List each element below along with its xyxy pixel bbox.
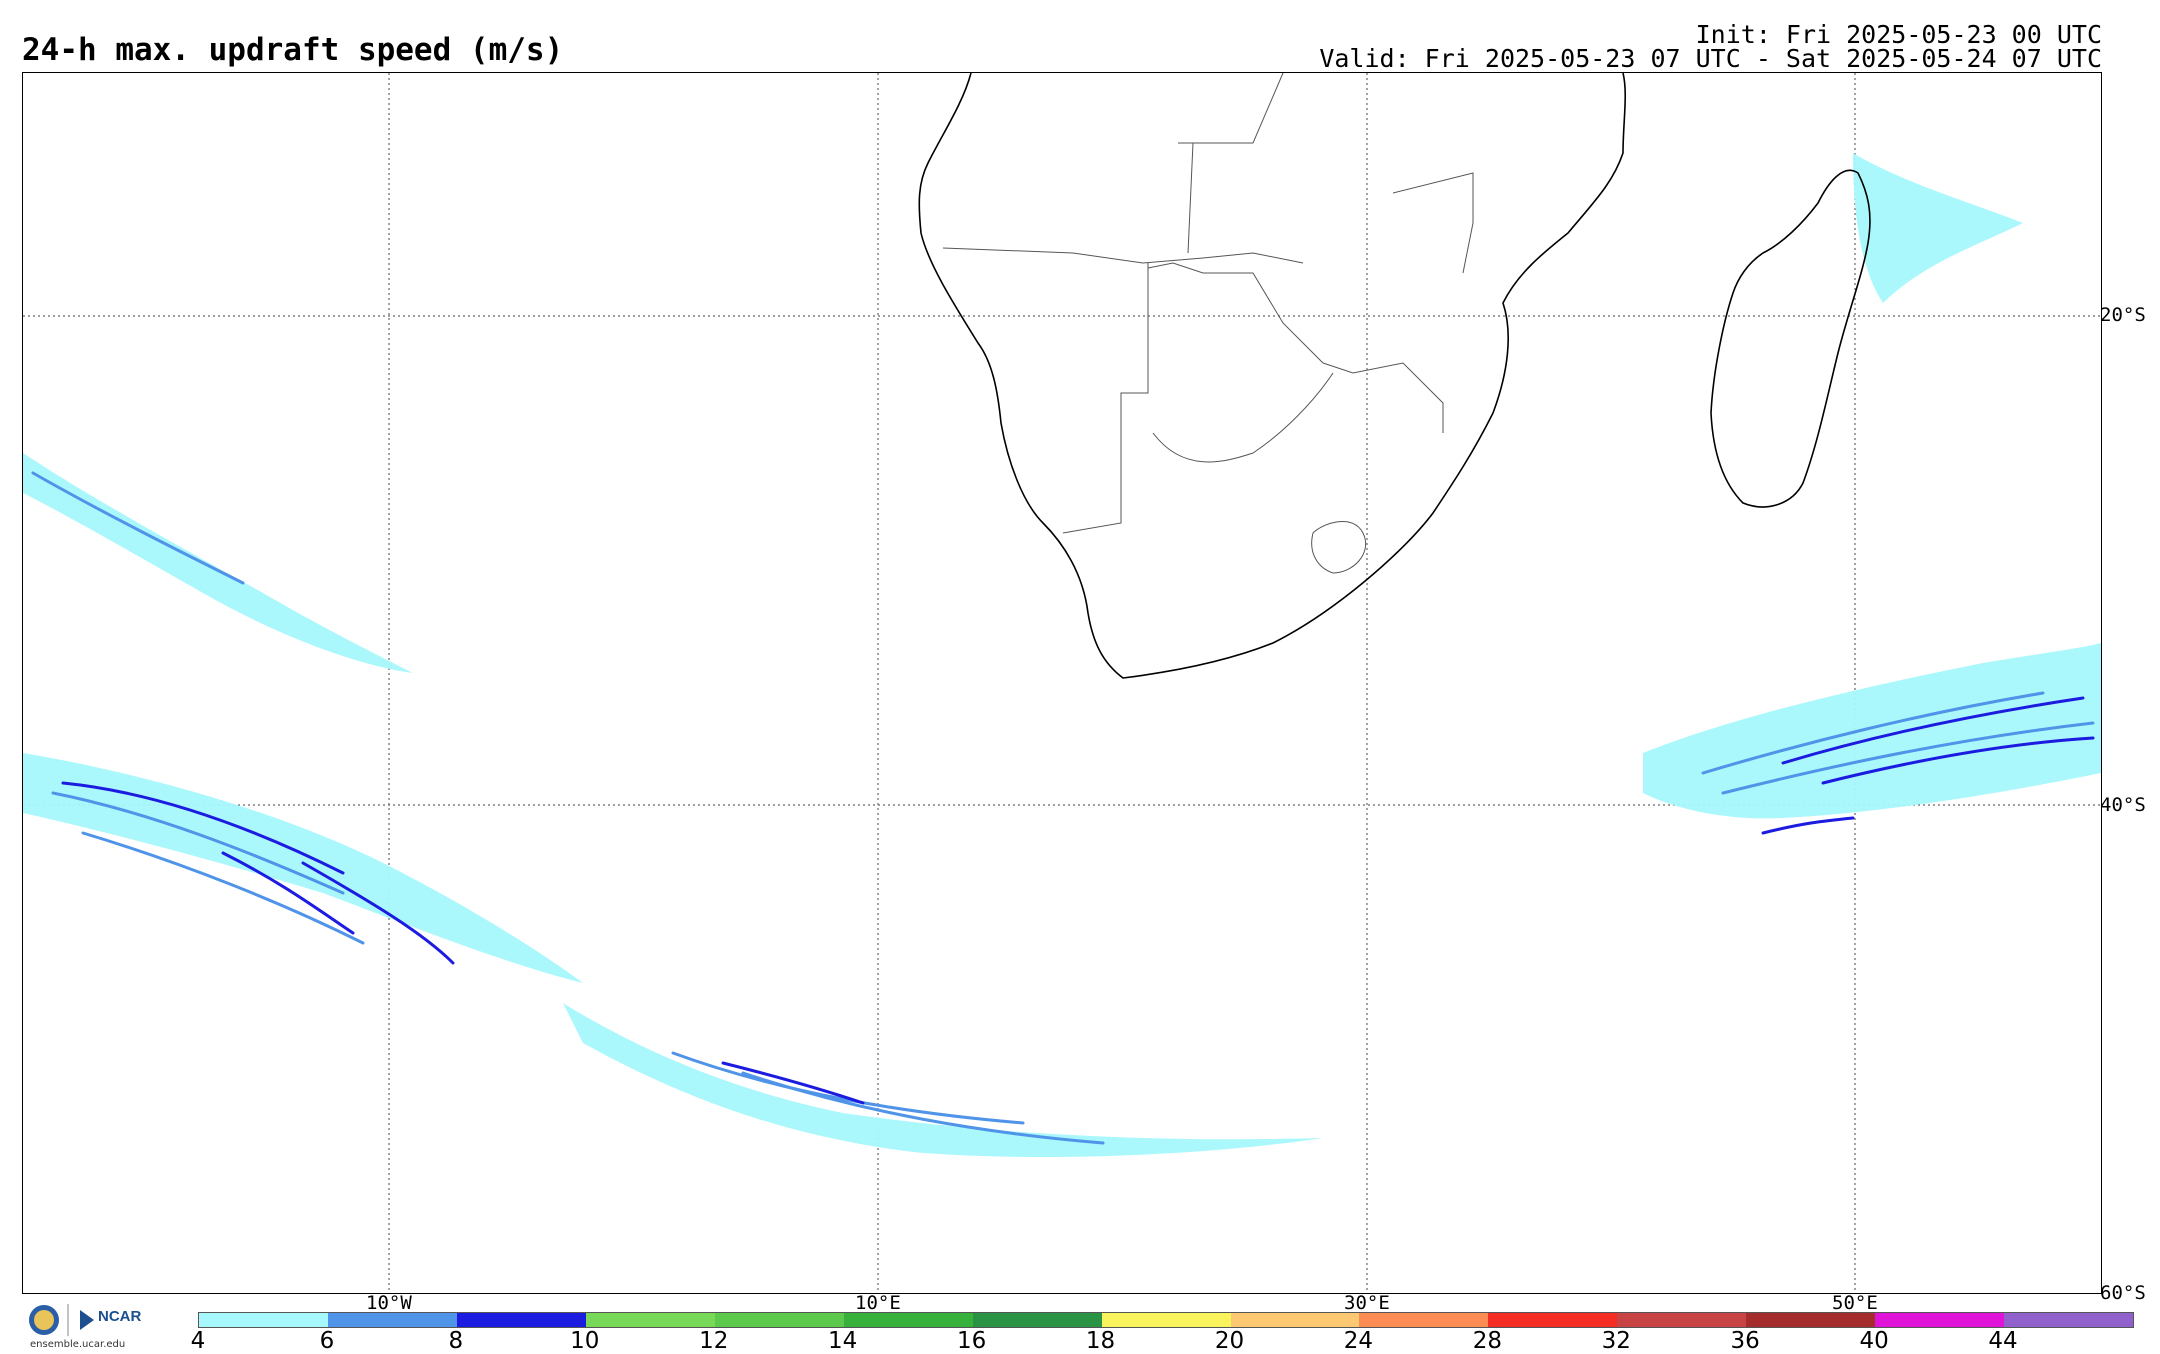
colorbar-tick-label: 32 <box>1601 1328 1631 1354</box>
lon-label-10w: 10°W <box>366 1292 412 1314</box>
colorbar-segment <box>585 1313 715 1327</box>
valid-time: Valid: Fri 2025-05-23 07 UTC - Sat 2025-… <box>1319 44 2102 73</box>
country-borders <box>942 73 1474 574</box>
lat-label-20s: 20°S <box>2100 304 2146 326</box>
colorbar-tick-label: 14 <box>828 1328 858 1354</box>
lat-label-60s: 60°S <box>2100 1282 2146 1304</box>
graticule <box>23 73 2101 1293</box>
lon-label-30e: 30°E <box>1344 1292 1390 1314</box>
colorbar <box>198 1312 2134 1328</box>
init-time: Init: Fri 2025-05-23 00 UTC <box>1695 20 2102 49</box>
colorbar-tick-label: 18 <box>1085 1328 1116 1354</box>
colorbar-segment <box>1746 1313 1876 1327</box>
colorbar-tick-label: 36 <box>1730 1328 1760 1354</box>
lon-label-50e: 50°E <box>1832 1292 1878 1314</box>
logo-url: ensemble.ucar.edu <box>30 1339 126 1350</box>
colorbar-tick-label: 4 <box>190 1328 206 1354</box>
colorbar-tick-label: 16 <box>956 1328 987 1354</box>
colorbar-segment <box>2004 1313 2134 1327</box>
ncar-wordmark: NCAR <box>98 1308 142 1325</box>
colorbar-tick-label: 6 <box>319 1328 335 1354</box>
colorbar-segment <box>1230 1313 1360 1327</box>
map-title: 24-h max. updraft speed (m/s) <box>22 32 564 68</box>
nsf-ncar-logo <box>29 1304 94 1336</box>
colorbar-segment <box>714 1313 844 1327</box>
colorbar-tick-label: 28 <box>1472 1328 1502 1354</box>
colorbar-segment <box>456 1313 586 1327</box>
colorbar-tick-label: 40 <box>1859 1328 1889 1354</box>
colorbar-segment <box>1101 1313 1231 1327</box>
colorbar-segment <box>1488 1313 1618 1327</box>
colorbar-segment <box>843 1313 973 1327</box>
colorbar-segment <box>1617 1313 1747 1327</box>
colorbar-segment <box>199 1313 328 1327</box>
updraft-swath-light <box>23 153 2101 1158</box>
map-panel <box>22 72 2102 1294</box>
colorbar-tick-label: 24 <box>1343 1328 1374 1354</box>
colorbar-tick-label: 8 <box>448 1328 464 1354</box>
coastlines <box>918 73 1871 679</box>
lon-label-10e: 10°E <box>855 1292 901 1314</box>
colorbar-segment <box>972 1313 1102 1327</box>
colorbar-tick-label: 12 <box>699 1328 729 1354</box>
map-canvas <box>23 73 2101 1293</box>
lat-label-40s: 40°S <box>2100 794 2146 816</box>
colorbar-tick-label: 44 <box>1988 1328 2018 1354</box>
updraft-swath-medium <box>31 471 2095 1145</box>
colorbar-segment <box>1875 1313 2005 1327</box>
colorbar-tick-label: 20 <box>1214 1328 1245 1354</box>
colorbar-segment <box>327 1313 457 1327</box>
colorbar-segment <box>1359 1313 1489 1327</box>
updraft-swath-strong <box>61 696 2095 1105</box>
colorbar-tick-label: 10 <box>570 1328 600 1354</box>
